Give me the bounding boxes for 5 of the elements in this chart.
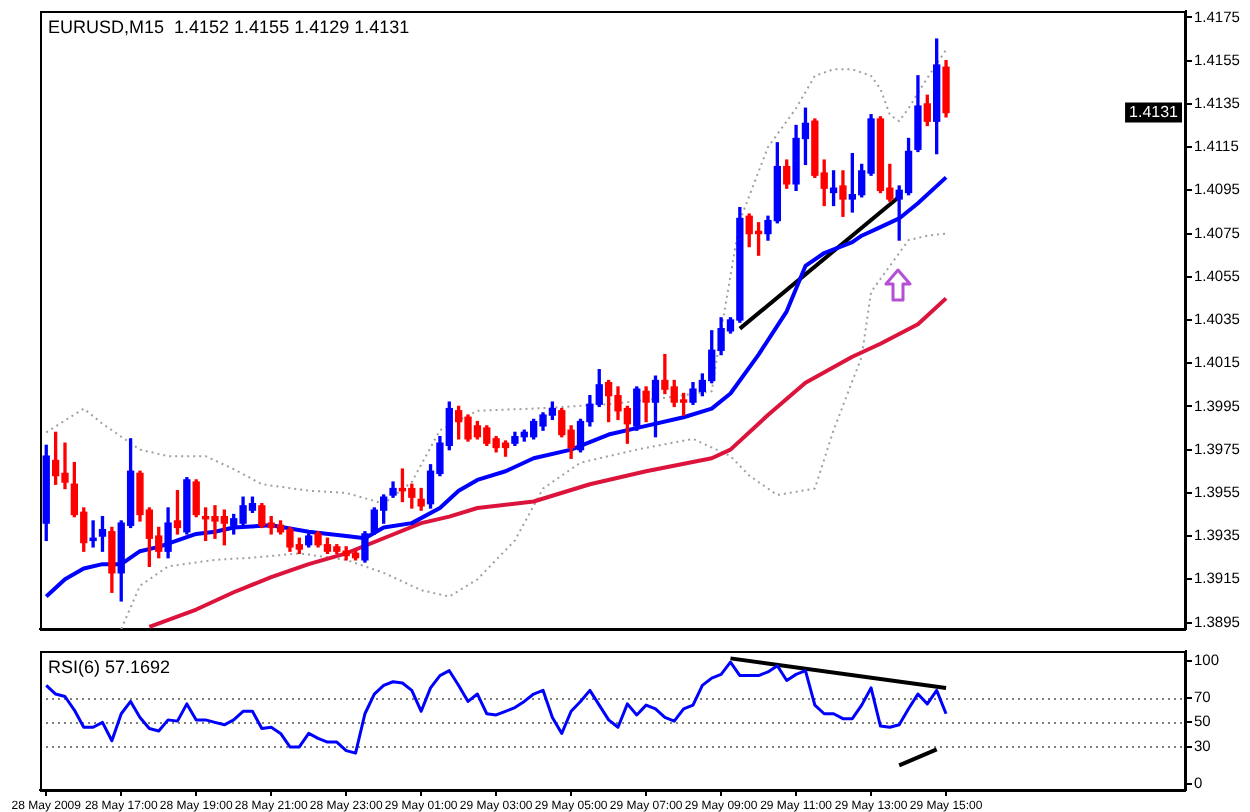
chart-title: RSI(6) 57.1692 bbox=[48, 656, 171, 677]
line-series bbox=[120, 232, 948, 629]
candlestick bbox=[89, 520, 97, 548]
chart-title: EURUSD,M15 1.4152 1.4155 1.4129 1.4131 bbox=[48, 16, 410, 37]
annotation: 1.4131 bbox=[1129, 102, 1180, 121]
